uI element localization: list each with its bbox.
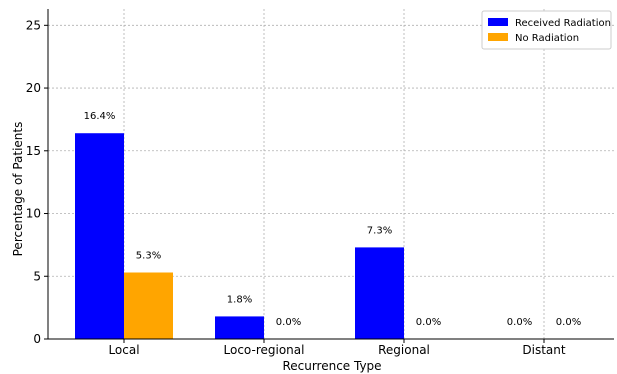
y-tick-label: 0 [33,332,41,346]
x-tick-label: Regional [378,343,430,357]
legend-label: Received Radiation [515,18,611,29]
data-labels: 16.4% 1.8% 7.3% 0.0% 5.3% 0.0% 0.0% 0.0% [84,111,582,328]
bar-value-label: 0.0% [416,317,441,328]
y-tick-label: 25 [26,18,41,32]
y-tick-label: 10 [26,207,41,221]
bar [355,247,404,339]
legend-swatch [488,33,508,41]
bars [75,133,404,339]
y-tick-label: 15 [26,144,41,158]
x-tick-label: Loco-regional [224,343,305,357]
y-tick-label: 20 [26,81,41,95]
axes: 0 5 10 15 20 25 Local Loco-regional Regional Dist… [26,9,614,357]
bar-value-label: 1.8% [227,294,252,305]
y-tick-label: 5 [33,269,41,283]
bar-value-label: 0.0% [507,317,532,328]
legend-box [481,10,612,50]
y-axis-title: Percentage of Patients [11,122,25,257]
bar [124,272,173,339]
bar-value-label: 0.0% [276,317,301,328]
bar-value-label: 5.3% [136,250,161,261]
bar-value-label: 7.3% [367,225,392,236]
x-axis-title: Recurrence Type [282,359,381,373]
legend-swatch [488,18,508,26]
x-tick-label: Local [108,343,139,357]
bar [75,133,124,339]
bar [215,316,264,339]
legend-label: No Radiation [515,33,579,44]
bar-value-label: 16.4% [84,111,116,122]
bar-value-label: 0.0% [556,317,581,328]
x-tick-label: Distant [522,343,565,357]
legend: Received Radiation No Radiation [481,10,612,50]
